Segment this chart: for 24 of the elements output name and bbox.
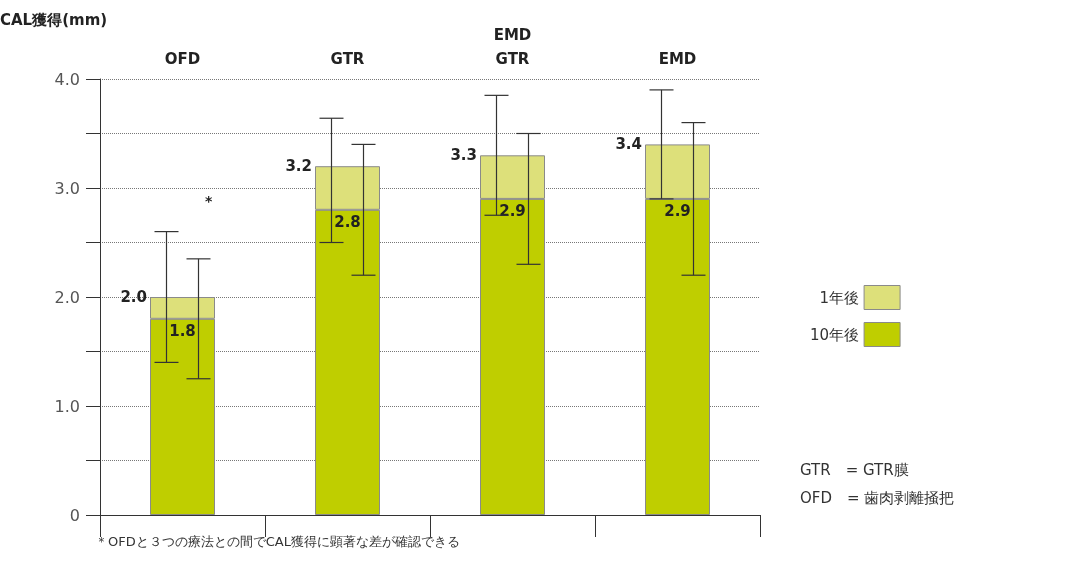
legend-label: 1年後 xyxy=(819,288,860,307)
total-label: 3.4 xyxy=(615,135,642,154)
annotation: * xyxy=(205,193,213,209)
y-tick-label: 3.0 xyxy=(54,178,80,198)
data-label: 2.8 xyxy=(334,213,361,232)
x-tick-label: GTR xyxy=(330,50,365,68)
data-label: 2.9 xyxy=(499,202,526,221)
text: GTR = GTR膜 xyxy=(800,460,909,479)
x-tick-label: EMD GTR xyxy=(493,26,532,68)
legend-label: 10年後 xyxy=(809,325,860,344)
data-label: 2.9 xyxy=(664,202,691,221)
y-tick-label: 1.0 xyxy=(54,396,80,416)
text: ＊OFDと３つの療法との間でCAL獲得に顕著な差が確認できる xyxy=(95,534,460,549)
data-label: 1.8 xyxy=(169,322,196,341)
y-axis-title: CAL獲得(mm) xyxy=(0,10,108,29)
y-tick-label: 0 xyxy=(69,505,80,525)
total-label: 2.0 xyxy=(120,288,147,306)
total-label: 3.3 xyxy=(450,146,477,165)
y-tick-label: 2.0 xyxy=(54,287,80,307)
x-tick-label: OFD xyxy=(164,50,201,68)
text: OFD = 歯肉剥離掻把 xyxy=(800,488,955,507)
total-label: 3.2 xyxy=(285,157,312,176)
x-tick-label: EMD xyxy=(658,50,697,68)
y-tick-label: 4.0 xyxy=(54,69,80,89)
